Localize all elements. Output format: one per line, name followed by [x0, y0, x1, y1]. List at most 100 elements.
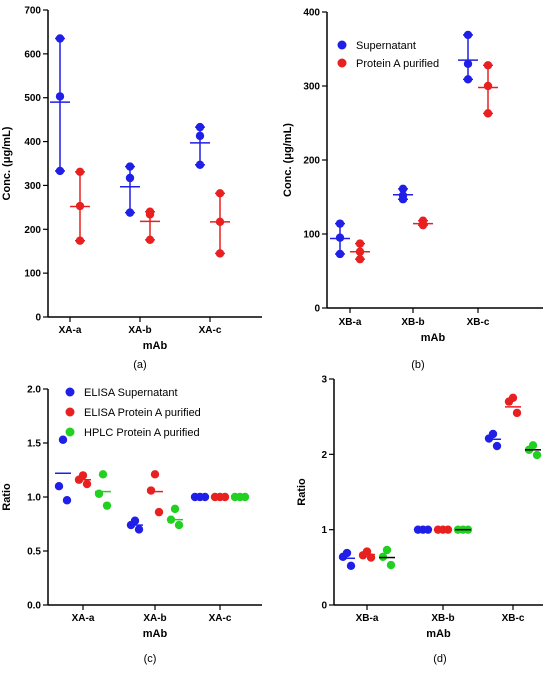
data-point	[484, 434, 494, 443]
x-tick-label: XB-c	[467, 317, 490, 328]
panel-label: (d)	[433, 653, 446, 665]
data-point	[532, 450, 542, 460]
data-point	[195, 160, 205, 170]
data-point	[195, 131, 205, 141]
data-point	[55, 92, 65, 101]
x-axis-label: mAb	[426, 628, 451, 640]
data-point	[398, 184, 408, 194]
panel-label: (c)	[144, 653, 157, 665]
x-axis-label: mAb	[143, 628, 168, 640]
data-point	[82, 479, 92, 489]
data-point	[512, 408, 522, 418]
y-axis-label: Ratio	[1, 483, 13, 511]
y-axis-label: Ratio	[296, 478, 308, 506]
data-point	[492, 441, 502, 451]
data-point	[335, 249, 345, 259]
x-tick-label: XA-a	[72, 613, 95, 624]
y-axis-label: Conc. (μg/mL)	[1, 126, 13, 200]
y-axis-label: Conc. (μg/mL)	[282, 123, 294, 197]
chart-panel-1: 0 100 200 300 400 500 600 700 XA-a XA-b XA-c mAb Con…	[1, 6, 262, 371]
data-point	[102, 501, 112, 510]
data-point	[335, 219, 345, 228]
data-point	[215, 189, 225, 198]
legend-label: ELISA Supernatant	[84, 387, 178, 399]
data-point	[386, 560, 396, 570]
legend-marker	[65, 427, 75, 437]
data-point	[75, 236, 85, 245]
data-point	[146, 486, 156, 495]
y-tick-label: 0.0	[27, 601, 41, 612]
legend-marker	[337, 40, 347, 50]
legend-marker	[65, 407, 75, 417]
legend-label: Protein A purified	[356, 58, 439, 70]
data-point	[358, 551, 368, 560]
y-tick-label: 600	[24, 49, 41, 60]
data-point	[346, 561, 356, 571]
data-point	[125, 173, 135, 183]
data-point	[98, 470, 108, 479]
data-point	[62, 496, 72, 505]
chart-panel-3: 0.0 0.5 1.0 1.5 2.0 XA-a XA-b XA-c mAb Ratio (c) EL…	[1, 385, 262, 665]
legend-label: HPLC Protein A purified	[84, 427, 200, 439]
data-point	[145, 235, 155, 245]
y-tick-label: 0	[321, 601, 327, 612]
data-point	[463, 59, 473, 68]
y-tick-label: 1.0	[27, 493, 41, 504]
y-tick-label: 2.0	[27, 385, 41, 396]
y-tick-label: 400	[303, 8, 320, 19]
x-tick-label: XA-a	[59, 325, 82, 336]
data-point	[418, 220, 428, 230]
y-tick-label: 3	[321, 375, 327, 386]
y-tick-label: 2	[321, 450, 327, 461]
x-tick-label: XA-c	[199, 325, 222, 336]
legend-label: ELISA Protein A purified	[84, 407, 201, 419]
y-tick-label: 200	[303, 156, 320, 167]
data-point	[154, 507, 164, 517]
x-tick-label: XB-c	[502, 613, 525, 624]
y-tick-label: 100	[24, 269, 41, 280]
y-tick-label: 500	[24, 93, 41, 104]
data-point	[125, 162, 135, 171]
y-tick-label: 200	[24, 225, 41, 236]
panel-label: (a)	[133, 359, 146, 371]
data-point	[75, 167, 85, 177]
data-point	[170, 504, 180, 514]
data-point	[195, 122, 205, 132]
y-tick-label: 1	[321, 525, 327, 536]
x-tick-label: XB-b	[431, 613, 454, 624]
x-axis-label: mAb	[143, 340, 168, 352]
panel-label: (b)	[411, 359, 424, 371]
x-axis-label: mAb	[421, 332, 446, 344]
data-point	[483, 61, 493, 70]
data-point	[483, 109, 493, 118]
x-tick-label: XA-b	[143, 613, 166, 624]
data-point	[134, 525, 144, 534]
x-tick-label: XA-c	[209, 613, 232, 624]
data-point	[94, 489, 104, 498]
y-tick-label: 0	[35, 313, 41, 324]
y-tick-label: 400	[24, 137, 41, 148]
data-point	[483, 81, 493, 91]
y-tick-label: 100	[303, 230, 320, 241]
data-point	[125, 208, 135, 217]
y-tick-label: 0.5	[27, 547, 41, 558]
chart-panel-2: 0 100 200 300 400 XB-a XB-b XB-c mAb Conc. (μg/mL…	[282, 8, 543, 371]
y-tick-label: 300	[303, 82, 320, 93]
data-point	[174, 520, 184, 530]
legend-marker	[337, 58, 347, 68]
y-tick-label: 0	[314, 304, 320, 315]
data-point	[366, 553, 376, 562]
data-point	[55, 34, 65, 43]
x-tick-label: XB-a	[356, 613, 379, 624]
data-point	[504, 397, 514, 406]
data-point	[378, 552, 388, 561]
data-point	[355, 254, 365, 264]
legend-marker	[65, 387, 75, 397]
data-point	[355, 239, 365, 248]
x-tick-label: XA-b	[128, 325, 151, 336]
data-point	[54, 482, 64, 491]
chart-panel-4: 0 1 2 3 XB-a XB-b XB-c mAb Ratio (d)	[296, 375, 543, 665]
y-tick-label: 700	[24, 6, 41, 17]
data-point	[150, 470, 160, 479]
